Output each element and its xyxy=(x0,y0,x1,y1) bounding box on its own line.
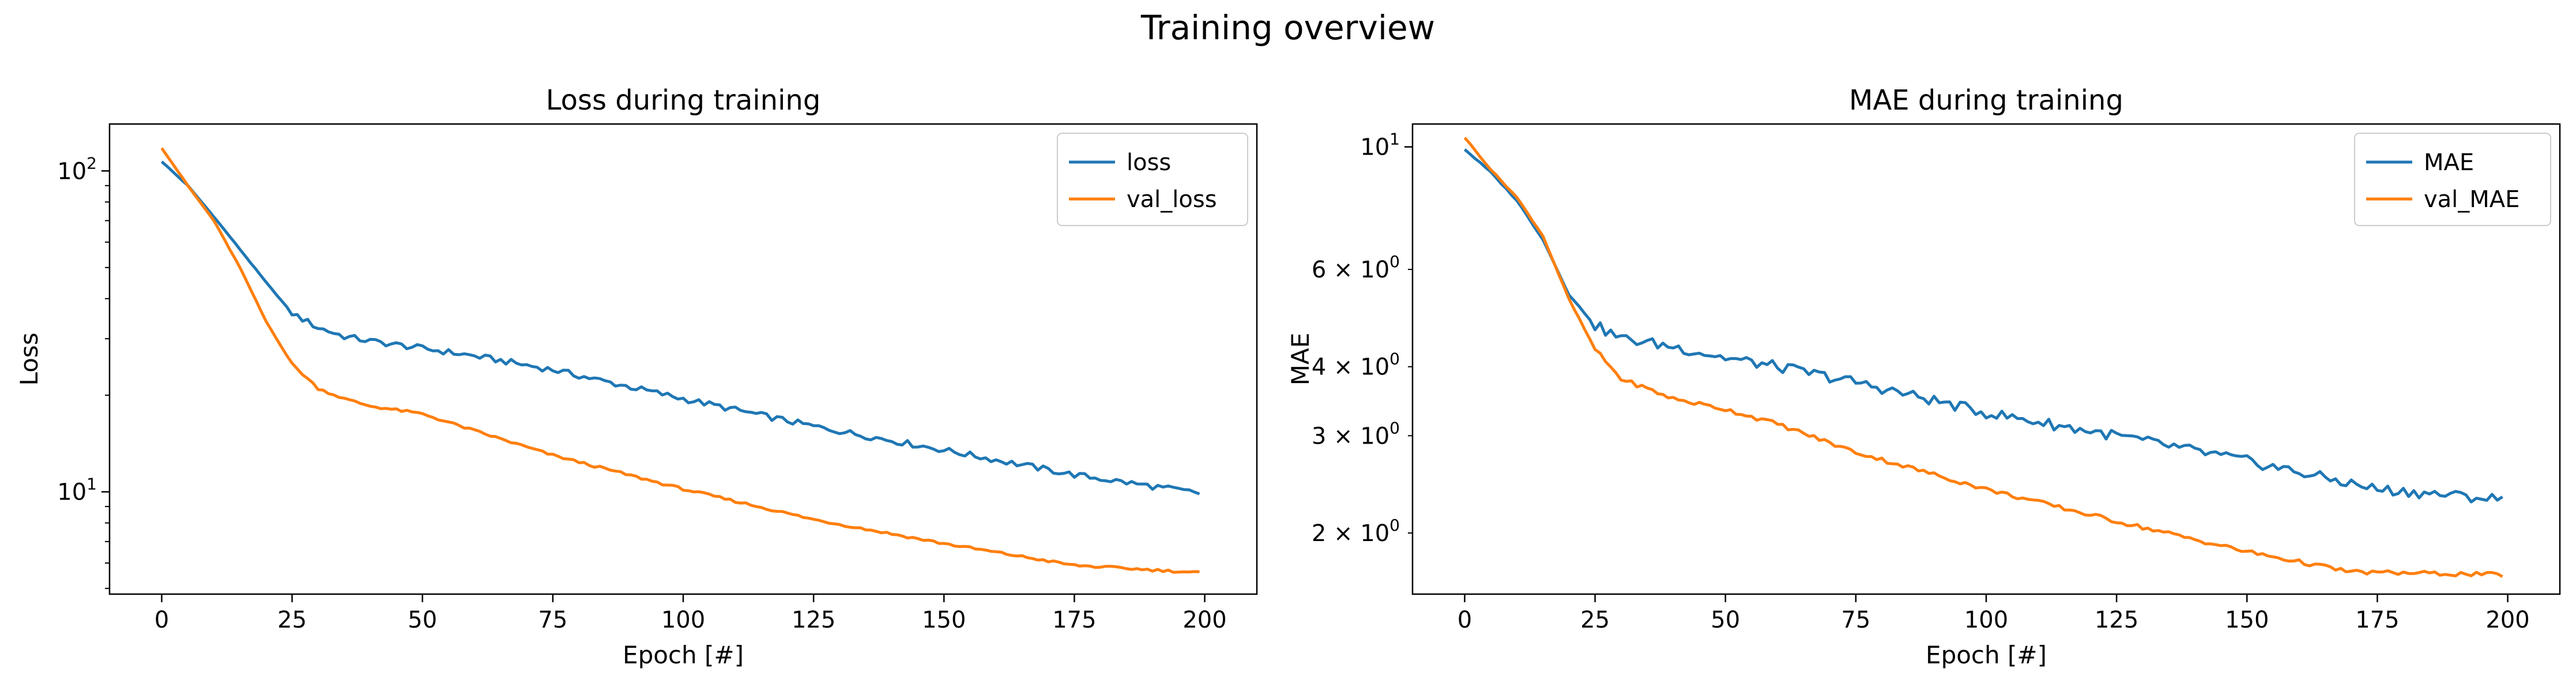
x-tick-label: 0 xyxy=(1458,607,1472,633)
legend-label: loss xyxy=(1127,149,1171,176)
x-tick-label: 0 xyxy=(155,607,169,633)
x-tick-label: 50 xyxy=(408,607,437,633)
series-line-val_MAE xyxy=(1463,137,2503,578)
x-tick-label: 100 xyxy=(1964,607,2008,633)
x-tick-label: 175 xyxy=(1052,607,1096,633)
x-tick-label: 200 xyxy=(1182,607,1226,633)
x-tick-label: 175 xyxy=(2355,607,2399,633)
legend-label: val_loss xyxy=(1127,186,1217,213)
x-tick-label: 25 xyxy=(277,607,307,633)
x-tick-label: 50 xyxy=(1711,607,1740,633)
x-axis-label: Epoch [#] xyxy=(1926,641,2047,669)
y-tick-label: 6 × 100 xyxy=(1312,252,1400,283)
legend-label: val_MAE xyxy=(2424,186,2519,213)
y-tick-label: 101 xyxy=(57,475,97,506)
y-tick-label: 2 × 100 xyxy=(1312,516,1400,547)
x-tick-label: 75 xyxy=(1841,607,1870,633)
y-axis-label: MAE xyxy=(1286,333,1315,386)
y-tick-label: 4 × 100 xyxy=(1312,350,1400,381)
x-tick-label: 75 xyxy=(538,607,567,633)
x-tick-label: 25 xyxy=(1580,607,1610,633)
y-tick-label: 102 xyxy=(57,153,97,185)
loss-chart: Loss during training 0 25 50 75 100 125 150 175 2… xyxy=(15,84,1258,669)
x-tick-label: 125 xyxy=(792,607,835,633)
chart-title: MAE during training xyxy=(1849,84,2123,117)
x-tick-label: 100 xyxy=(661,607,705,633)
legend xyxy=(2354,133,2551,226)
y-axis-label: Loss xyxy=(15,332,43,385)
y-tick-label: 3 × 100 xyxy=(1312,418,1400,449)
mae-chart: MAE during training 0 25 50 75 100 125 150 175 20… xyxy=(1286,84,2561,669)
series-line-MAE xyxy=(1463,148,2503,504)
figure-title: Training overview xyxy=(1140,8,1435,47)
x-axis-label: Epoch [#] xyxy=(623,641,744,669)
x-tick-label: 150 xyxy=(2225,607,2269,633)
series-line-val_loss xyxy=(160,147,1200,574)
x-tick-label: 150 xyxy=(922,607,966,633)
x-tick-label: 125 xyxy=(2095,607,2138,633)
y-tick-label: 101 xyxy=(1360,130,1400,161)
legend xyxy=(1057,133,1248,226)
legend-label: MAE xyxy=(2424,149,2474,176)
series-line-loss xyxy=(160,160,1200,495)
x-tick-label: 200 xyxy=(2485,607,2529,633)
chart-title: Loss during training xyxy=(546,84,821,117)
